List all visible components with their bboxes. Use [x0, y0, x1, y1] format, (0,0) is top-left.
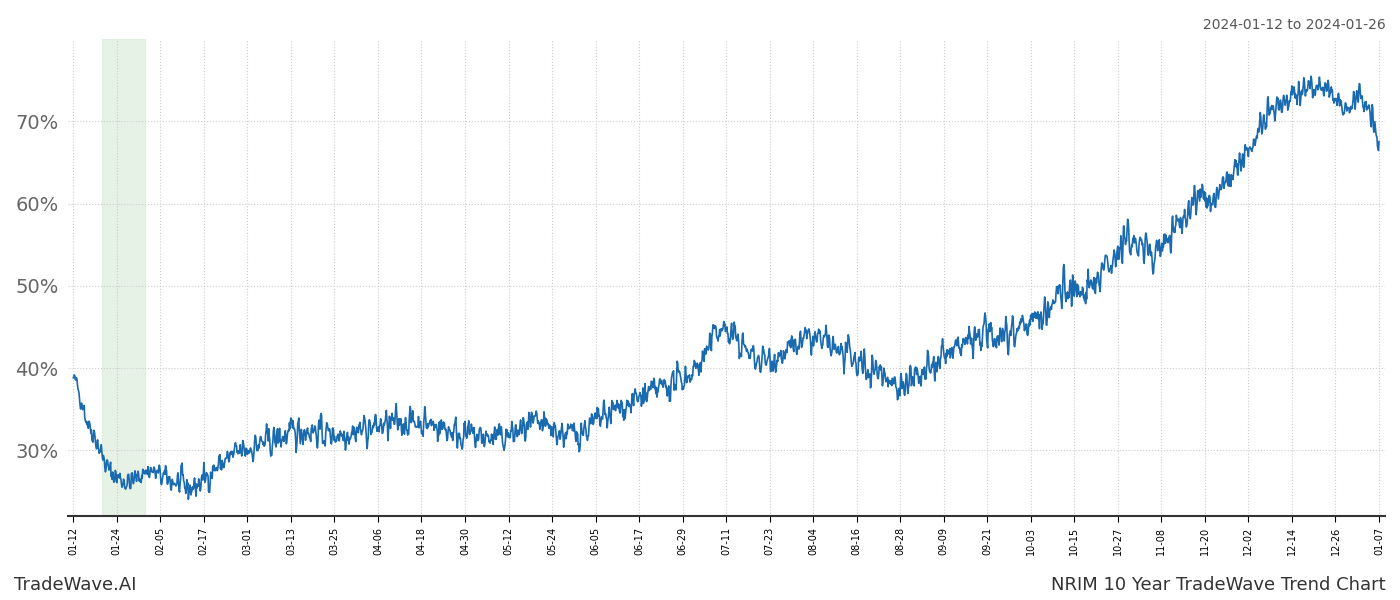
Text: NRIM 10 Year TradeWave Trend Chart: NRIM 10 Year TradeWave Trend Chart: [1051, 576, 1386, 594]
Text: TradeWave.AI: TradeWave.AI: [14, 576, 137, 594]
Text: 2024-01-12 to 2024-01-26: 2024-01-12 to 2024-01-26: [1203, 18, 1386, 32]
Bar: [102, 39, 144, 517]
